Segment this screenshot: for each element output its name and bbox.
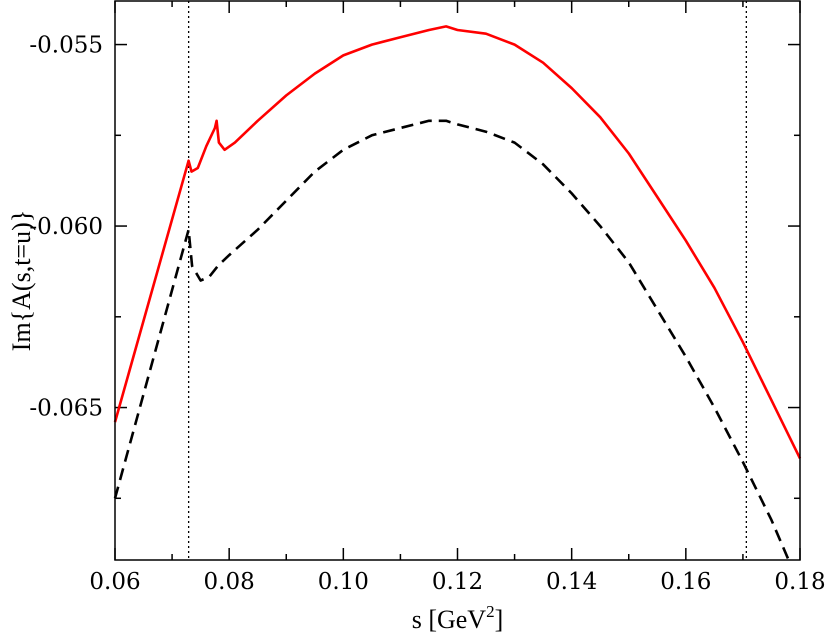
tick-marks	[114, 1, 801, 560]
y-axis-label: Im{A(s,t=u)}	[7, 210, 36, 351]
y-tick-labels: -0.065 -0.060 -0.055	[29, 33, 103, 422]
x-axis-label: s [GeV2]	[412, 602, 504, 634]
x-tick-label: 0.06	[89, 569, 140, 595]
x-tick-label: 0.16	[660, 569, 711, 595]
threshold-lines	[187, 1, 747, 560]
x-tick-labels: 0.06 0.08 0.10 0.12 0.14 0.16 0.18	[89, 569, 825, 595]
x-tick-label: 0.12	[432, 569, 483, 595]
x-axis-label-main: s [GeV	[412, 605, 487, 634]
y-tick-label: -0.060	[29, 214, 103, 240]
x-tick-label: 0.14	[546, 569, 597, 595]
x-axis-label-sup: 2	[486, 602, 495, 621]
x-tick-label: 0.10	[318, 569, 369, 595]
y-tick-label: -0.055	[29, 33, 103, 59]
series-solid-line	[113, 25, 802, 459]
x-tick-label: 0.18	[774, 569, 825, 595]
x-axis-label-end: ]	[495, 605, 504, 634]
series-dashed-line	[113, 119, 790, 561]
plot-frame	[114, 0, 801, 561]
series-lines	[113, 25, 802, 561]
y-tick-label: -0.065	[29, 396, 103, 422]
x-tick-label: 0.08	[204, 569, 255, 595]
